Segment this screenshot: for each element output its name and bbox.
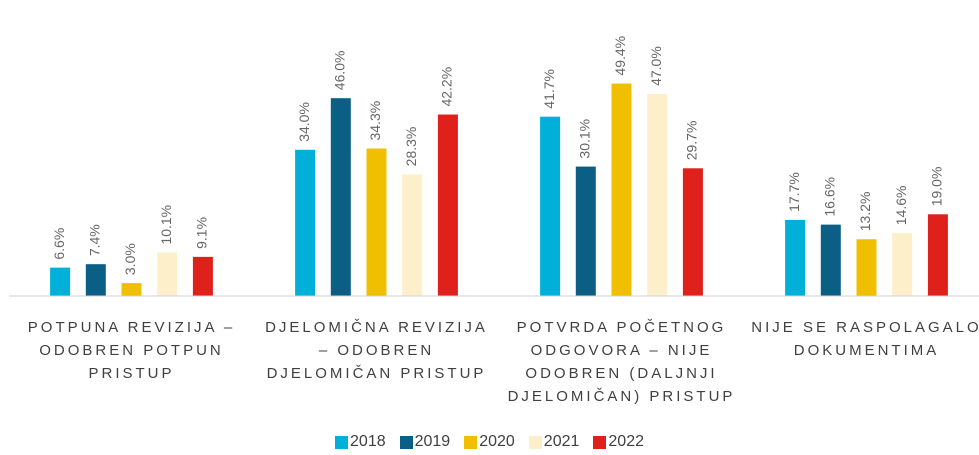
data-label: 3.0% <box>122 243 138 275</box>
legend-item: 2022 <box>593 433 644 451</box>
bar <box>85 264 106 296</box>
bar <box>927 214 948 296</box>
data-label: 17.7% <box>786 172 802 212</box>
x-tick-label: NIJE SE RASPOLAGALO DOKUMENTIMA <box>751 319 979 359</box>
data-label: 41.7% <box>541 69 557 109</box>
bar <box>402 174 423 296</box>
legend-item: 2019 <box>399 433 451 451</box>
data-label: 49.4% <box>612 36 628 76</box>
bar <box>611 83 632 296</box>
data-label: 7.4% <box>87 224 103 256</box>
data-label: 46.0% <box>332 50 348 90</box>
data-label: 9.1% <box>194 217 210 249</box>
legend-item: 2021 <box>528 433 580 451</box>
data-label: 29.7% <box>684 121 700 161</box>
data-label: 10.1% <box>158 205 174 245</box>
data-label: 34.0% <box>296 102 312 142</box>
data-label: 13.2% <box>857 192 873 232</box>
legend-label: 2020 <box>479 433 515 450</box>
bar <box>682 168 703 296</box>
legend-swatch <box>593 435 607 449</box>
bar <box>192 256 213 296</box>
bar <box>856 239 877 296</box>
legend-swatch <box>399 435 413 449</box>
bar <box>785 219 806 296</box>
bar <box>157 252 178 296</box>
legend-label: 2019 <box>414 433 451 450</box>
x-tick-label: POTPUNA REVIZIJA – ODOBREN POTPUN PRISTU… <box>27 319 236 382</box>
data-label: 14.6% <box>893 186 909 226</box>
x-tick-label: DJELOMIČNA REVIZIJA – ODOBREN DJELOMIČAN… <box>265 319 488 382</box>
legend-label: 2022 <box>608 433 644 450</box>
bar <box>330 98 351 296</box>
bar <box>647 93 668 297</box>
data-label: 16.6% <box>822 177 838 217</box>
bar <box>50 267 71 296</box>
legend-item: 2018 <box>335 433 386 451</box>
x-tick-label: POTVRDA POČETNOG ODGOVORA – NIJE ODOBREN… <box>507 319 736 405</box>
bar <box>295 149 316 296</box>
bar <box>820 224 841 296</box>
data-label: 42.2% <box>439 67 455 107</box>
data-label: 34.3% <box>367 101 383 141</box>
bar <box>575 166 596 296</box>
data-label: 28.3% <box>403 127 419 167</box>
bar <box>540 116 561 296</box>
legend-item: 2020 <box>464 433 515 451</box>
legend-swatch <box>528 435 542 449</box>
bar <box>366 148 387 296</box>
data-label: 19.0% <box>929 167 945 207</box>
legend-swatch <box>464 435 478 449</box>
data-label: 47.0% <box>648 46 664 86</box>
bar <box>892 233 913 296</box>
data-label: 6.6% <box>51 228 67 260</box>
legend-label: 2021 <box>543 433 580 450</box>
legend-label: 2018 <box>350 433 386 450</box>
bar <box>121 283 142 296</box>
bar <box>437 114 458 296</box>
data-label: 30.1% <box>577 119 593 159</box>
legend: 2018 2019 2020 2021 2022 <box>0 433 979 451</box>
legend-swatch <box>335 435 349 449</box>
